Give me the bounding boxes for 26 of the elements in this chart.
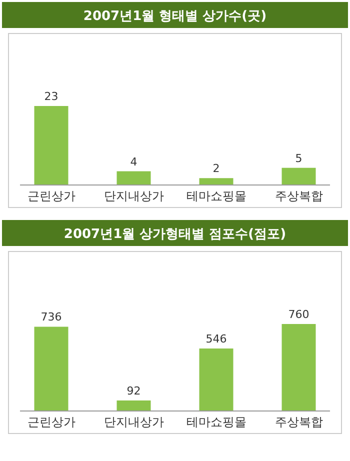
x-tick-label: 근린상가 (27, 189, 76, 203)
data-label: 760 (288, 308, 310, 321)
x-tick-label: 근린상가 (27, 415, 76, 429)
x-tick-label: 테마쇼핑몰 (186, 189, 246, 203)
data-label: 546 (206, 332, 227, 346)
data-label: 736 (40, 310, 62, 324)
x-tick-label: 단지내상가 (104, 415, 164, 429)
bar (199, 348, 234, 411)
data-label: 2 (212, 162, 220, 176)
data-label: 4 (130, 155, 138, 168)
bar (282, 168, 316, 185)
bar (34, 106, 68, 185)
x-tick-label: 단지내상가 (104, 189, 164, 203)
data-label: 23 (44, 90, 58, 103)
x-tick-label: 주상복합 (274, 189, 323, 203)
chart-title: 2007년1월 상가형태별 점포수(점포) (64, 227, 286, 242)
bar (116, 400, 151, 411)
bar (34, 326, 68, 411)
bar (116, 171, 151, 185)
bar (282, 324, 316, 411)
x-tick-label: 테마쇼핑몰 (186, 415, 246, 429)
bar (199, 178, 234, 185)
data-label: 92 (126, 384, 141, 398)
x-tick-label: 주상복합 (274, 415, 323, 429)
chart-title: 2007년1월 형태별 상가수(곳) (83, 9, 267, 24)
data-label: 5 (295, 152, 302, 165)
